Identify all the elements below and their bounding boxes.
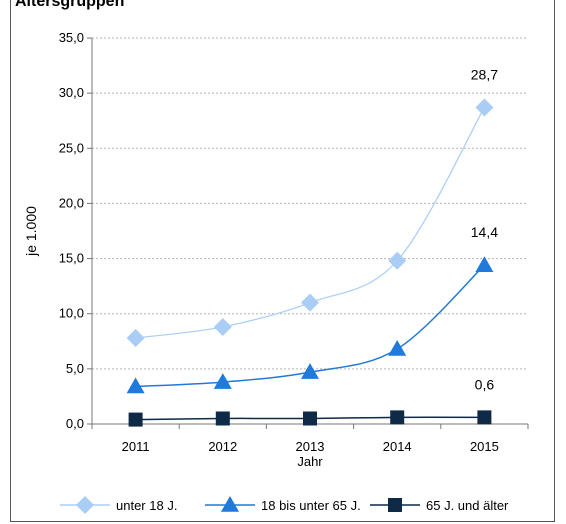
legend-label: 18 bis unter 65 J. (261, 498, 361, 513)
x-tick-label: 2012 (208, 439, 237, 454)
legend-marker (221, 496, 239, 512)
x-tick-label: 2013 (296, 439, 325, 454)
data-point (213, 317, 232, 336)
legend-marker (76, 496, 94, 514)
data-point (126, 328, 145, 347)
x-tick-label: 2011 (122, 439, 150, 454)
y-tick-label: 5,0 (66, 361, 84, 376)
legend-item-2: 18 bis unter 65 J. (205, 496, 361, 513)
legend-label: unter 18 J. (116, 498, 177, 513)
y-tick-label: 0,0 (66, 416, 84, 431)
legend-label: 65 J. und älter (426, 498, 509, 513)
y-axis-label: je 1.000 (23, 206, 39, 257)
legend-marker (388, 498, 402, 512)
x-tick-label: 2015 (470, 439, 499, 454)
data-point (303, 411, 317, 426)
data-point (213, 373, 232, 389)
legend-item-1: unter 18 J. (60, 496, 177, 514)
data-point (128, 412, 143, 427)
series-line (135, 107, 485, 339)
data-point (388, 340, 407, 356)
gridlines (87, 37, 528, 425)
y-tick-labels: 0,0 5,0 10,0 15,0 20,0 25,0 30,0 35,0 (59, 30, 84, 431)
data-point (301, 293, 319, 312)
data-point (215, 411, 230, 426)
x-tick-label: 2014 (383, 439, 412, 454)
series-2: 14,4 (126, 224, 498, 394)
y-tick-label: 10,0 (59, 306, 84, 321)
data-point (126, 377, 145, 394)
data-point (390, 410, 405, 425)
y-tick-label: 35,0 (59, 30, 84, 45)
data-point (477, 410, 492, 425)
x-tick-labels: 2011 2012 2013 2014 2015 (122, 439, 499, 454)
chart-frame (10, 0, 555, 522)
data-point (388, 251, 407, 270)
data-label: 14,4 (471, 224, 498, 240)
data-point (475, 256, 494, 272)
series-group: 28,7 14,4 0,6 (126, 66, 498, 427)
data-label: 0,6 (475, 376, 495, 392)
y-tick-label: 30,0 (59, 85, 84, 100)
y-tick-label: 25,0 (59, 140, 84, 155)
x-axis-label: Jahr (297, 454, 323, 469)
y-tick-label: 20,0 (59, 195, 84, 210)
chart-title-cut: Altersgruppen (15, 0, 125, 10)
data-point (301, 363, 319, 379)
legend-item-3: 65 J. und älter (370, 498, 509, 513)
legend: unter 18 J. 18 bis unter 65 J. 65 J. und ä… (60, 496, 509, 514)
data-point (475, 98, 494, 117)
series-3: 0,6 (128, 376, 495, 427)
y-tick-label: 15,0 (59, 251, 84, 266)
series-1: 28,7 (126, 66, 498, 347)
data-label: 28,7 (471, 66, 498, 82)
